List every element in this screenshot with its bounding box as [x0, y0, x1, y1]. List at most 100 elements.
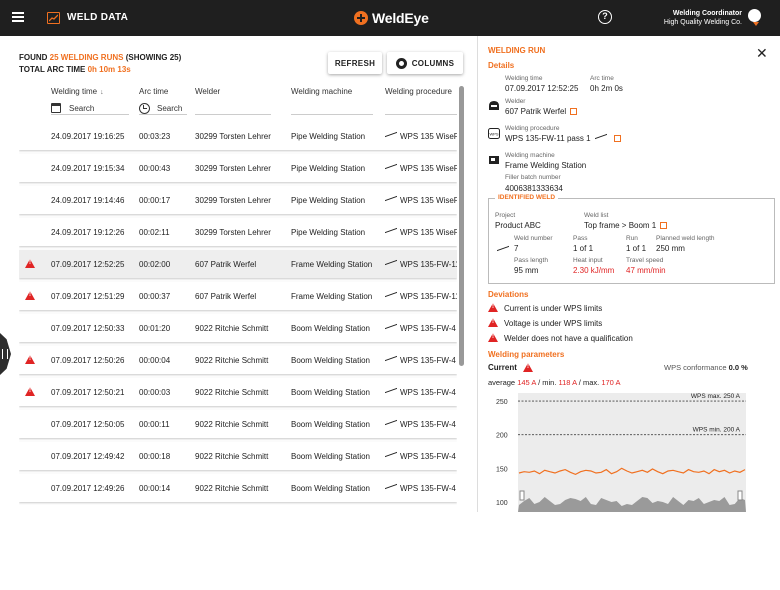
speed-label: Travel speed	[626, 257, 664, 264]
welder-label: Welder	[505, 98, 526, 105]
table-row[interactable]: 07.09.2017 12:50:33 00:01:20 9022 Ritchie …	[19, 314, 457, 342]
procedure-text: WPS 135 WiseR	[400, 164, 457, 173]
welder-value[interactable]: 607 Patrik Werfel	[505, 107, 578, 116]
machine-cell: Pipe Welding Station	[291, 164, 366, 173]
table-row[interactable]: 07.09.2017 12:50:21 00:00:03 9022 Ritchie …	[19, 378, 457, 406]
procedure-filter-input[interactable]	[385, 102, 457, 115]
passlen-label: Pass length	[514, 257, 548, 264]
current-series-line	[518, 467, 746, 476]
col-welder[interactable]: Welder	[195, 87, 221, 96]
panel-title: WELDING RUN	[488, 46, 546, 55]
warning-icon	[488, 333, 498, 342]
procedure-cell: WPS 135 WiseR	[385, 227, 457, 238]
avg-label: average	[488, 378, 516, 387]
help-icon[interactable]: ?	[598, 10, 612, 24]
procedure-cell: WPS 135 WiseR	[385, 195, 457, 206]
identified-weld-box: IDENTIFIED WELD Project Product ABC Weld…	[488, 194, 775, 284]
avatar[interactable]	[748, 9, 761, 26]
table-row[interactable]: 24.09.2017 19:14:46 00:00:17 30299 Torsten…	[19, 186, 457, 214]
welding-time-cell: 07.09.2017 12:51:29	[51, 292, 125, 301]
table-row[interactable]: 24.09.2017 19:16:25 00:03:23 30299 Torsten…	[19, 122, 457, 150]
top-bar: WELD DATA WeldEye ? Welding Coordinator …	[0, 0, 780, 36]
table-row[interactable]: 07.09.2017 12:50:05 00:00:11 9022 Ritchie …	[19, 410, 457, 438]
wps-min-label: WPS min. 200 A	[693, 427, 741, 434]
table-row[interactable]: 24.09.2017 19:15:34 00:00:43 30299 Torsten…	[19, 154, 457, 182]
planned-label: Planned weld length	[656, 235, 715, 242]
arc-time-cell: 00:00:04	[139, 356, 171, 365]
refresh-button[interactable]: REFRESH	[328, 52, 382, 74]
min-value: 118 A	[558, 378, 577, 387]
table-row[interactable]: 24.09.2017 19:12:26 00:02:11 30299 Torsten…	[19, 218, 457, 246]
procedure-value[interactable]: WPS 135-FW-11 pass 1	[505, 133, 621, 144]
user-info[interactable]: Welding Coordinator High Quality Welding…	[664, 9, 742, 27]
open-link-icon[interactable]	[613, 135, 621, 142]
torch-icon	[385, 483, 397, 494]
arc-time-value: 0h 2m 0s	[590, 84, 623, 93]
time-search-input[interactable]: Search	[51, 102, 129, 115]
machine-filter-input[interactable]	[291, 102, 373, 115]
arc-time-cell: 00:00:18	[139, 452, 171, 461]
drawer-handle[interactable]	[0, 333, 11, 375]
torch-icon	[385, 291, 397, 302]
arc-time-cell: 00:00:37	[139, 292, 171, 301]
weldlist-value[interactable]: Top frame > Boom 1	[584, 221, 668, 230]
filler-value: 4006381333634	[505, 184, 563, 193]
procedure-text: WPS 135 WiseR	[400, 228, 457, 237]
table-row[interactable]: 07.09.2017 12:49:26 00:00:14 9022 Ritchie …	[19, 474, 457, 502]
arc-time-cell: 00:00:17	[139, 196, 171, 205]
menu-icon[interactable]	[12, 12, 24, 22]
filler-label: Filler batch number	[505, 174, 561, 181]
arc-time-label: Arc time	[590, 75, 614, 82]
table-row[interactable]: 07.09.2017 12:51:29 00:00:37 607 Patrik We…	[19, 282, 457, 310]
columns-button[interactable]: COLUMNS	[387, 52, 463, 74]
weldnum-label: Weld number	[514, 235, 553, 242]
y-tick-label: 250	[496, 399, 508, 406]
col-welding-machine[interactable]: Welding machine	[291, 87, 353, 96]
procedure-cell: WPS 135-FW-4 (	[385, 323, 457, 334]
welder-filter-input[interactable]	[195, 102, 271, 115]
procedure-text: WPS 135-FW-11	[400, 260, 457, 269]
arc-search-input[interactable]: Search	[139, 102, 187, 115]
welding-run-panel: WELDING RUN ✕ Details Welding time 07.09…	[477, 36, 780, 512]
runs-list-pane: FOUND 25 WELDING RUNS (SHOWING 25) TOTAL…	[0, 36, 476, 512]
arc-time-cell: 00:01:20	[139, 324, 171, 333]
procedure-text: WPS 135-FW-4 (	[400, 452, 457, 461]
machine-cell: Boom Welding Station	[291, 484, 371, 493]
overview-strip	[518, 497, 746, 512]
columns-label: COLUMNS	[411, 58, 455, 68]
welding-time-value: 07.09.2017 12:52:25	[505, 84, 579, 93]
user-company: High Quality Welding Co.	[663, 19, 742, 26]
procedure-text: WPS 135-FW-11	[400, 292, 457, 301]
torch-icon	[385, 419, 397, 430]
close-icon[interactable]: ✕	[756, 45, 768, 61]
welding-time-cell: 24.09.2017 19:12:26	[51, 228, 125, 237]
table-row[interactable]: 07.09.2017 12:52:25 00:02:00 607 Patrik We…	[19, 250, 457, 278]
welder-cell: 9022 Ritchie Schmitt	[195, 452, 269, 461]
open-link-icon[interactable]	[570, 108, 578, 115]
open-link-icon[interactable]	[660, 222, 668, 229]
weldlist-label: Weld list	[584, 212, 609, 219]
table-row[interactable]: 07.09.2017 12:50:26 00:00:04 9022 Ritchie …	[19, 346, 457, 374]
table-row[interactable]: 07.09.2017 12:49:42 00:00:18 9022 Ritchie …	[19, 442, 457, 470]
y-tick-label: 150	[496, 466, 508, 473]
machine-cell: Pipe Welding Station	[291, 132, 366, 141]
refresh-label: REFRESH	[334, 58, 376, 68]
current-chart[interactable]: 250 200 150 100 WPS max. 250 A WPS min. 200 A	[488, 391, 748, 512]
table-scrollbar[interactable]	[459, 86, 464, 366]
col-arc-time[interactable]: Arc time	[139, 87, 169, 96]
torch-icon	[594, 133, 607, 144]
found-prefix: FOUND	[19, 53, 50, 62]
brand-logo: WeldEye	[354, 10, 429, 26]
machine-cell: Boom Welding Station	[291, 388, 371, 397]
machine-cell: Pipe Welding Station	[291, 196, 366, 205]
y-tick-label: 100	[496, 500, 508, 507]
procedure-label: Welding procedure	[505, 125, 560, 132]
procedure-cell: WPS 135-FW-11	[385, 259, 457, 270]
welding-time-cell: 07.09.2017 12:49:26	[51, 484, 125, 493]
col-welding-time[interactable]: Welding time ↓	[51, 87, 104, 96]
col-welding-procedure[interactable]: Welding procedure	[385, 87, 453, 96]
sort-down-icon[interactable]: ↓	[100, 89, 104, 96]
machine-cell: Boom Welding Station	[291, 356, 371, 365]
arc-time-cell: 00:02:00	[139, 260, 171, 269]
speed-value: 47 mm/min	[626, 266, 666, 275]
